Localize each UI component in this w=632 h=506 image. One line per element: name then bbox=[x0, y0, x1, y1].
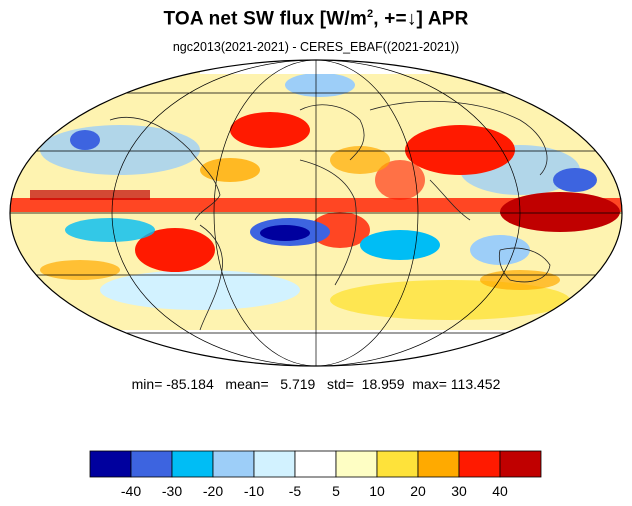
colorbar-swatch bbox=[171, 450, 214, 478]
colorbar-swatch bbox=[458, 450, 501, 478]
min-label: min= bbox=[131, 376, 163, 392]
colorbar-swatch bbox=[417, 450, 460, 478]
colorbar-swatch bbox=[294, 450, 337, 478]
colorbar-swatch bbox=[335, 450, 378, 478]
colorbar-swatch bbox=[212, 450, 255, 478]
colorbar-tick-label: -30 bbox=[162, 483, 182, 499]
colorbar-tick-label: 30 bbox=[451, 483, 467, 499]
std-value: 18.959 bbox=[361, 376, 405, 392]
map-border bbox=[9, 59, 623, 367]
plot-subtitle: ngc2013(2021-2021) - CERES_EBAF((2021-20… bbox=[172, 40, 460, 54]
colorbar-swatch bbox=[376, 450, 419, 478]
colorbar-swatch bbox=[89, 450, 132, 478]
coastlines bbox=[109, 100, 551, 331]
colorbar-tick-label: 10 bbox=[369, 483, 385, 499]
max-value: 113.452 bbox=[450, 376, 501, 392]
mean-value: 5.719 bbox=[280, 376, 316, 392]
colorbar-tick-label: -10 bbox=[244, 483, 264, 499]
colorbar-tick-label: -20 bbox=[203, 483, 223, 499]
flux-field bbox=[10, 60, 622, 366]
statistics-line: min= -85.184 mean= 5.719 std= 18.959 max… bbox=[0, 376, 632, 392]
min-value: -85.184 bbox=[166, 376, 214, 392]
colorbar-swatch bbox=[130, 450, 173, 478]
mean-label: mean= bbox=[225, 376, 269, 392]
colorbar-tick-label: -5 bbox=[289, 483, 302, 499]
colorbar-tick-label: 20 bbox=[410, 483, 426, 499]
colorbar-tick-label: 40 bbox=[492, 483, 508, 499]
plot-title: TOA net SW flux [W/m2, +=↓] APR bbox=[163, 8, 469, 30]
colorbar-tick-label: 5 bbox=[332, 483, 340, 499]
colorbar-swatch bbox=[253, 450, 296, 478]
colorbar-tick-label: -40 bbox=[121, 483, 141, 499]
max-label: max= bbox=[412, 376, 447, 392]
std-label: std= bbox=[327, 376, 354, 392]
colorbar-swatch bbox=[499, 450, 542, 478]
